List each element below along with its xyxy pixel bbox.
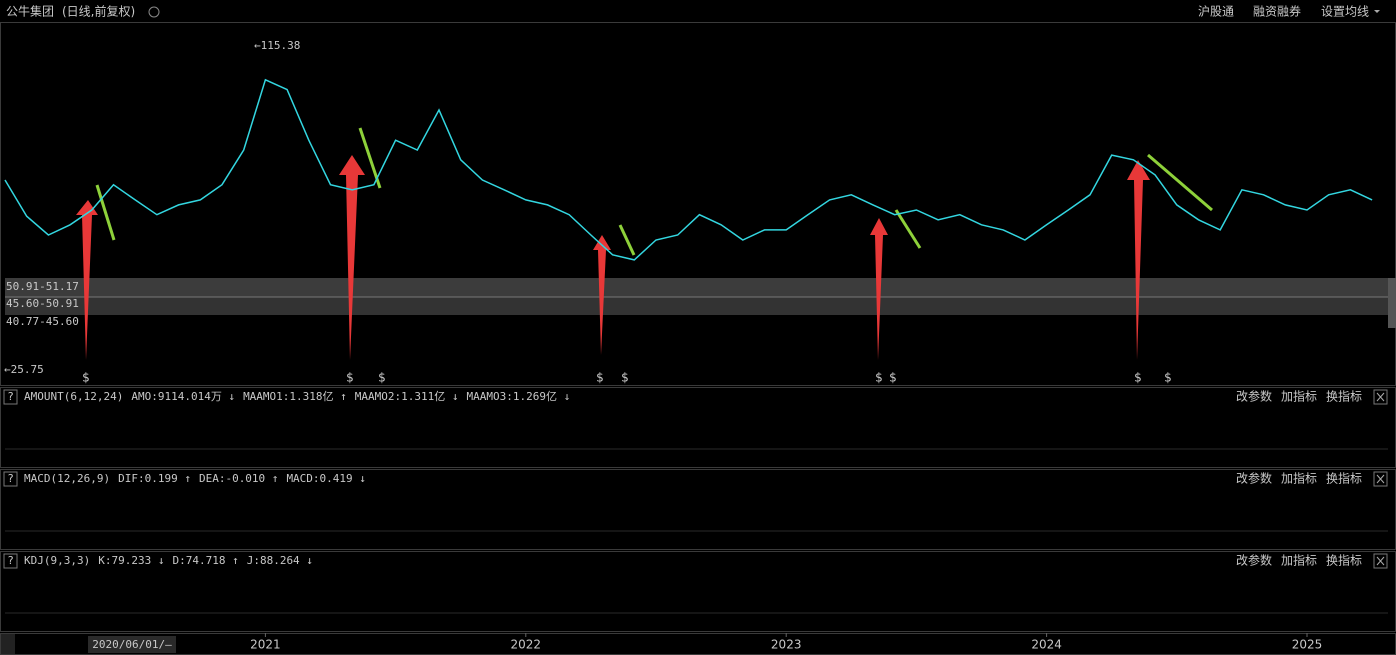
panel-button[interactable]: 改参数 bbox=[1236, 553, 1272, 568]
header-button[interactable]: 沪股通 bbox=[1198, 5, 1234, 19]
help-label: ? bbox=[7, 390, 14, 403]
price-line bbox=[4, 78, 1373, 261]
help-label: ? bbox=[7, 554, 14, 567]
band-label: 40.77-45.60 bbox=[6, 315, 79, 328]
x-tick-label: 2023 bbox=[771, 638, 802, 652]
x-tick-label: 2022 bbox=[511, 638, 542, 652]
panel-button[interactable]: 改参数 bbox=[1236, 471, 1272, 486]
indicator-value: K:79.233 ↓ bbox=[98, 554, 164, 567]
panel-button[interactable]: 加指标 bbox=[1281, 553, 1317, 568]
indicator-value: DIF:0.199 ↑ bbox=[118, 472, 191, 485]
close-icon bbox=[1376, 556, 1385, 566]
indicator-panels: ? AMOUNT(6,12,24) AMO:9114.014万 ↓ MAAMO1:1.… bbox=[0, 387, 1396, 632]
low-label: ←25.75 bbox=[4, 363, 44, 376]
signal-marker: $ bbox=[889, 371, 897, 385]
panel-button[interactable]: 换指标 bbox=[1326, 553, 1362, 568]
header-button[interactable]: 融资融券 bbox=[1253, 4, 1301, 19]
close-button[interactable] bbox=[1373, 389, 1388, 405]
indicator-value: MAAMO1:1.318亿 ↑ bbox=[243, 390, 347, 403]
panel-button[interactable]: 改参数 bbox=[1236, 389, 1272, 404]
signal-marker: $ bbox=[596, 371, 604, 385]
indicator-value: MACD:0.419 ↓ bbox=[286, 472, 365, 485]
indicator-value: MAAMO2:1.311亿 ↓ bbox=[355, 390, 459, 403]
price-band bbox=[5, 278, 1388, 297]
date-box bbox=[88, 636, 176, 653]
help-button[interactable] bbox=[3, 389, 18, 405]
signal-arrows bbox=[76, 155, 1150, 360]
signal-marker: $ bbox=[875, 371, 883, 385]
header-button[interactable]: 设置均线 bbox=[1321, 5, 1369, 19]
stock-subtitle: (日线,前复权) bbox=[62, 4, 135, 19]
x-tick-label: 2025 bbox=[1292, 638, 1323, 652]
x-tick-label: 2024 bbox=[1031, 638, 1062, 652]
signal-marker: $ bbox=[621, 371, 629, 385]
help-label: ? bbox=[7, 472, 14, 485]
settings-icon[interactable] bbox=[148, 6, 160, 18]
indicator-value: J:88.264 ↓ bbox=[247, 554, 313, 567]
stock-title: 公牛集团 bbox=[6, 4, 54, 19]
signal-marker: $ bbox=[82, 371, 90, 385]
panel-button[interactable]: 换指标 bbox=[1326, 471, 1362, 486]
x-tick-label: 2021 bbox=[250, 638, 281, 652]
indicator-value: MAAMO3:1.269亿 ↓ bbox=[467, 390, 571, 403]
signal-marker: $ bbox=[346, 371, 354, 385]
signal-marker: $ bbox=[1134, 371, 1142, 385]
signal-marker: $ bbox=[378, 371, 386, 385]
scrollbar[interactable] bbox=[1388, 278, 1396, 328]
indicator-name: AMOUNT(6,12,24) bbox=[24, 390, 123, 403]
close-icon bbox=[1376, 474, 1385, 484]
price-band bbox=[5, 297, 1388, 315]
panel-button[interactable]: 加指标 bbox=[1281, 471, 1317, 486]
close-icon bbox=[1376, 392, 1385, 402]
indicator-name: MACD(12,26,9) bbox=[24, 472, 110, 485]
band-label: 50.91-51.17 bbox=[6, 280, 79, 293]
panel-button[interactable]: 加指标 bbox=[1281, 389, 1317, 404]
indicator-name: KDJ(9,3,3) bbox=[24, 554, 90, 567]
high-label: ←115.38 bbox=[254, 39, 300, 52]
scroll-left[interactable] bbox=[1, 634, 15, 654]
close-button[interactable] bbox=[1373, 471, 1388, 487]
close-button[interactable] bbox=[1373, 553, 1388, 569]
signal-marker: $ bbox=[1164, 371, 1172, 385]
indicator-value: DEA:-0.010 ↑ bbox=[199, 472, 278, 485]
panel-button[interactable]: 换指标 bbox=[1326, 389, 1362, 404]
help-button[interactable] bbox=[3, 553, 18, 569]
dropdown-caret[interactable] bbox=[1374, 10, 1380, 13]
indicator-value: AMO:9114.014万 ↓ bbox=[131, 390, 235, 403]
cursor-date: 2020/06/01/— bbox=[92, 638, 172, 651]
indicator-value: D:74.718 ↑ bbox=[172, 554, 238, 567]
help-button[interactable] bbox=[3, 471, 18, 487]
signal-markers: $ $ $ $ $ $ $ $ $ bbox=[82, 371, 1172, 385]
band-label: 45.60-50.91 bbox=[6, 297, 79, 310]
